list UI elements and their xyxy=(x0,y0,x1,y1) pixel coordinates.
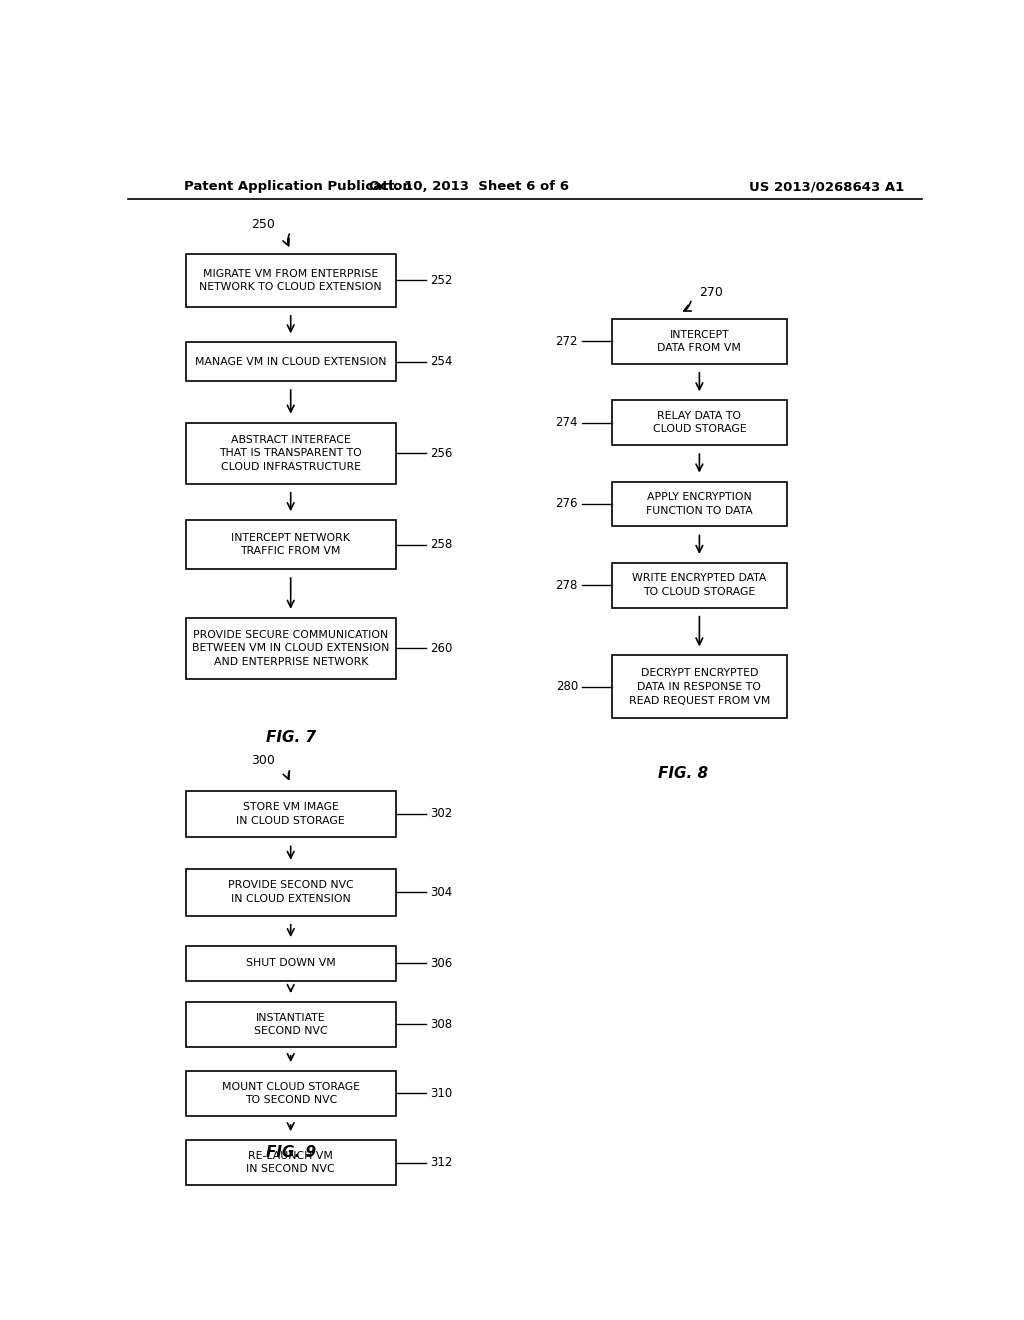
Text: FIG. 8: FIG. 8 xyxy=(658,766,709,781)
Text: MOUNT CLOUD STORAGE
TO SECOND NVC: MOUNT CLOUD STORAGE TO SECOND NVC xyxy=(221,1081,359,1105)
FancyBboxPatch shape xyxy=(185,618,396,678)
FancyBboxPatch shape xyxy=(185,946,396,981)
Text: INTERCEPT NETWORK
TRAFFIC FROM VM: INTERCEPT NETWORK TRAFFIC FROM VM xyxy=(231,533,350,557)
Text: 276: 276 xyxy=(555,498,578,511)
Text: 274: 274 xyxy=(555,416,578,429)
Text: INTERCEPT
DATA FROM VM: INTERCEPT DATA FROM VM xyxy=(657,330,741,354)
Text: 280: 280 xyxy=(556,680,578,693)
Text: 272: 272 xyxy=(555,335,578,348)
Text: RELAY DATA TO
CLOUD STORAGE: RELAY DATA TO CLOUD STORAGE xyxy=(652,411,746,434)
Text: MIGRATE VM FROM ENTERPRISE
NETWORK TO CLOUD EXTENSION: MIGRATE VM FROM ENTERPRISE NETWORK TO CL… xyxy=(200,268,382,292)
Text: US 2013/0268643 A1: US 2013/0268643 A1 xyxy=(749,181,904,193)
Text: FIG. 7: FIG. 7 xyxy=(265,730,315,746)
Text: WRITE ENCRYPTED DATA
TO CLOUD STORAGE: WRITE ENCRYPTED DATA TO CLOUD STORAGE xyxy=(632,573,767,597)
FancyBboxPatch shape xyxy=(185,342,396,381)
Text: Patent Application Publication: Patent Application Publication xyxy=(183,181,412,193)
Text: 258: 258 xyxy=(430,539,453,552)
Text: 312: 312 xyxy=(430,1156,453,1170)
Text: 252: 252 xyxy=(430,273,453,286)
Text: 254: 254 xyxy=(430,355,453,368)
FancyBboxPatch shape xyxy=(185,1002,396,1047)
FancyBboxPatch shape xyxy=(185,1071,396,1115)
FancyBboxPatch shape xyxy=(185,1140,396,1185)
FancyBboxPatch shape xyxy=(185,520,396,569)
Text: 304: 304 xyxy=(430,886,453,899)
Text: 270: 270 xyxy=(699,286,723,300)
FancyBboxPatch shape xyxy=(185,253,396,306)
FancyBboxPatch shape xyxy=(612,656,786,718)
Text: ABSTRACT INTERFACE
THAT IS TRANSPARENT TO
CLOUD INFRASTRUCTURE: ABSTRACT INTERFACE THAT IS TRANSPARENT T… xyxy=(219,434,362,471)
Text: DECRYPT ENCRYPTED
DATA IN RESPONSE TO
READ REQUEST FROM VM: DECRYPT ENCRYPTED DATA IN RESPONSE TO RE… xyxy=(629,668,770,705)
Text: PROVIDE SECOND NVC
IN CLOUD EXTENSION: PROVIDE SECOND NVC IN CLOUD EXTENSION xyxy=(227,880,353,904)
Text: 256: 256 xyxy=(430,446,453,459)
FancyBboxPatch shape xyxy=(185,869,396,916)
FancyBboxPatch shape xyxy=(612,562,786,607)
FancyBboxPatch shape xyxy=(612,400,786,445)
FancyBboxPatch shape xyxy=(185,422,396,483)
Text: MANAGE VM IN CLOUD EXTENSION: MANAGE VM IN CLOUD EXTENSION xyxy=(195,356,386,367)
Text: 250: 250 xyxy=(251,218,274,231)
Text: INSTANTIATE
SECOND NVC: INSTANTIATE SECOND NVC xyxy=(254,1012,328,1036)
Text: 260: 260 xyxy=(430,642,453,655)
Text: 308: 308 xyxy=(430,1018,452,1031)
Text: 300: 300 xyxy=(251,754,274,767)
Text: 278: 278 xyxy=(556,578,578,591)
Text: APPLY ENCRYPTION
FUNCTION TO DATA: APPLY ENCRYPTION FUNCTION TO DATA xyxy=(646,492,753,516)
FancyBboxPatch shape xyxy=(185,791,396,837)
Text: 310: 310 xyxy=(430,1086,453,1100)
Text: Oct. 10, 2013  Sheet 6 of 6: Oct. 10, 2013 Sheet 6 of 6 xyxy=(370,181,569,193)
Text: SHUT DOWN VM: SHUT DOWN VM xyxy=(246,958,336,969)
FancyBboxPatch shape xyxy=(612,319,786,364)
Text: STORE VM IMAGE
IN CLOUD STORAGE: STORE VM IMAGE IN CLOUD STORAGE xyxy=(237,803,345,826)
Text: PROVIDE SECURE COMMUNICATION
BETWEEN VM IN CLOUD EXTENSION
AND ENTERPRISE NETWOR: PROVIDE SECURE COMMUNICATION BETWEEN VM … xyxy=(193,630,389,667)
Text: 302: 302 xyxy=(430,808,453,821)
Text: FIG. 9: FIG. 9 xyxy=(265,1144,315,1160)
Text: RE-LAUNCH VM
IN SECOND NVC: RE-LAUNCH VM IN SECOND NVC xyxy=(247,1151,335,1175)
FancyBboxPatch shape xyxy=(612,482,786,527)
Text: 306: 306 xyxy=(430,957,453,970)
